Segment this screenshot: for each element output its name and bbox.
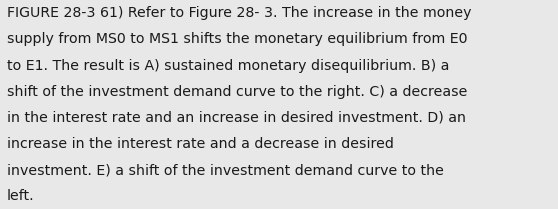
Text: left.: left.	[7, 189, 35, 203]
Text: shift of the investment demand curve to the right. C) a decrease: shift of the investment demand curve to …	[7, 85, 467, 99]
Text: increase in the interest rate and a decrease in desired: increase in the interest rate and a decr…	[7, 137, 393, 151]
Text: supply from MS0 to MS1 shifts the monetary equilibrium from E0: supply from MS0 to MS1 shifts the moneta…	[7, 32, 467, 46]
Text: investment. E) a shift of the investment demand curve to the: investment. E) a shift of the investment…	[7, 163, 444, 177]
Text: in the interest rate and an increase in desired investment. D) an: in the interest rate and an increase in …	[7, 111, 466, 125]
Text: FIGURE 28-3 61) Refer to Figure 28- 3. The increase in the money: FIGURE 28-3 61) Refer to Figure 28- 3. T…	[7, 6, 471, 20]
Text: to E1. The result is A) sustained monetary disequilibrium. B) a: to E1. The result is A) sustained moneta…	[7, 59, 449, 73]
